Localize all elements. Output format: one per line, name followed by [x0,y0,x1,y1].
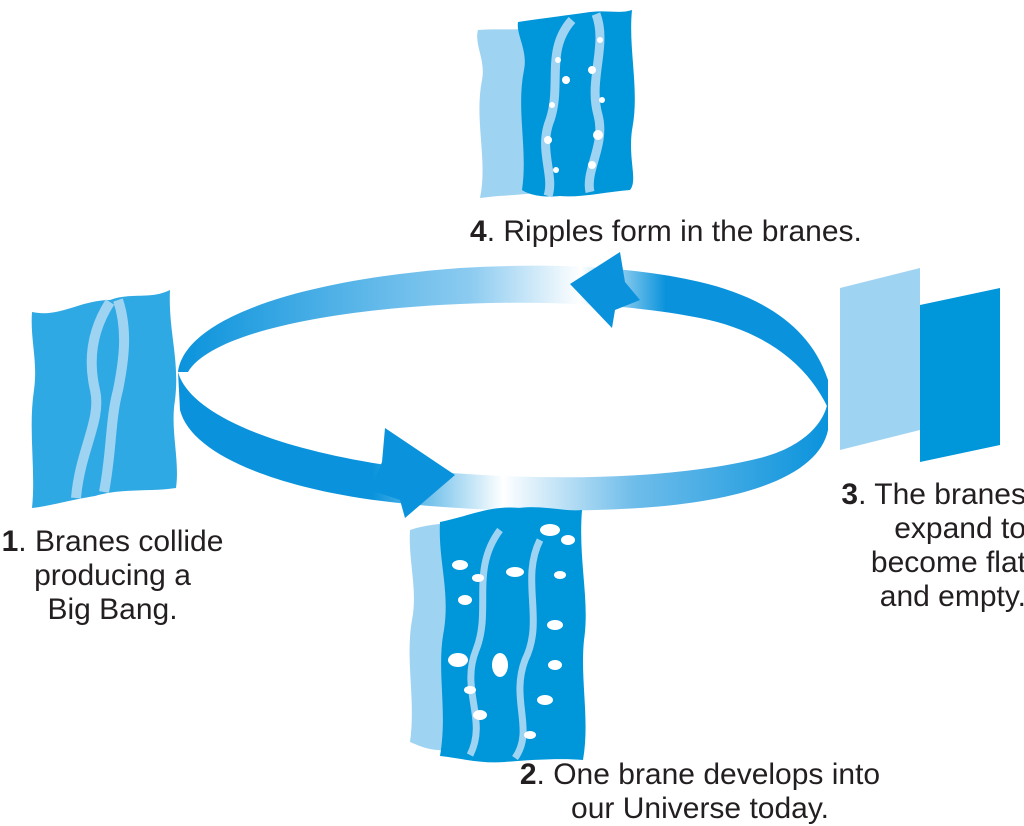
caption-stage-3: 3. The branes expand to become flat and … [780,478,1024,614]
caption-stage-3-number: 3 [841,478,859,511]
stage-4-sparkles [544,37,605,173]
caption-stage-1-line-1: 1. Branes collide [0,525,225,559]
stage-2-ripple-a [466,527,503,757]
stage-1-ripple-a [71,299,115,499]
cycle-ring-bottom-band [178,372,828,511]
stage-1-brane-back [31,290,177,508]
cycle-ring [178,252,828,518]
caption-stage-4-text-1: . Ripples form in the branes. [486,215,862,248]
caption-stage-2-line-1: 2. One brane develops into [480,758,920,792]
caption-stage-1-line-2: producing a [34,559,191,592]
caption-stage-1: 1. Branes collide producing a Big Bang. [0,525,225,627]
stage-2-ripple-b [512,538,544,761]
caption-stage-4-line-1: 4. Ripples form in the branes. [470,215,900,249]
caption-stage-1-text-1: . Branes collide [18,525,224,558]
cycle-ring-top-band [178,265,828,408]
caption-stage-4: 4. Ripples form in the branes. [470,215,900,249]
caption-stage-2: 2. One brane develops into our Universe … [480,758,920,826]
caption-stage-3-line-1: 3. The branes [780,478,1024,512]
stage-3-branes [840,268,1000,462]
stage-3-brane-back [840,268,920,450]
stage-2-branes [409,507,586,763]
arrowhead-left [570,252,640,328]
caption-stage-2-number: 2 [519,758,537,791]
arrowhead-right [370,428,455,518]
caption-stage-3-line-2: expand to [894,512,1024,545]
caption-stage-3-text-1: . The branes [858,478,1024,511]
stage-1-ripple-b [99,298,130,493]
stage-2-brane-front [439,507,586,763]
stage-4-branes [477,10,635,198]
stage-4-ripple-a [541,16,576,198]
stage-4-brane-front [517,10,635,197]
caption-stage-2-line-2: our Universe today. [571,792,829,825]
caption-stage-2-text-1: . One brane develops into [536,758,881,791]
caption-stage-3-line-3: become flat [870,546,1024,579]
caption-stage-3-line-4: and empty. [879,580,1024,613]
caption-stage-4-number: 4 [470,215,487,248]
caption-stage-1-line-3: Big Bang. [47,593,178,626]
stage-1-branes [31,290,177,508]
stage-2-galaxies [448,524,575,739]
caption-stage-1-number: 1 [1,525,19,558]
stage-3-brane-front [920,288,1000,462]
